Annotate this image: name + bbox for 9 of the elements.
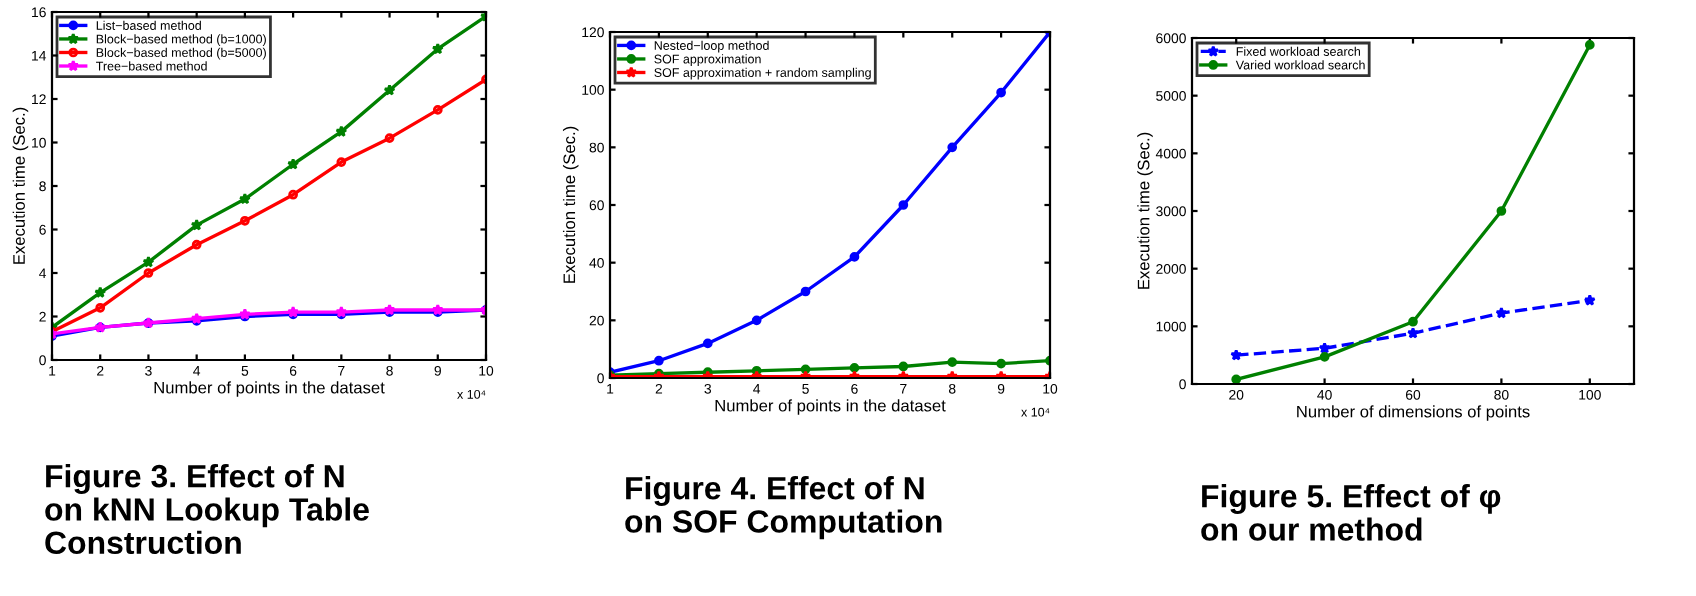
y-axis-title: Execution time (Sec.) [562, 126, 579, 283]
text: Figure 3. Effect of N on kNN Lookup Table Construction [45, 464, 369, 555]
x-axis-title: Number of dimensions of points [1297, 405, 1530, 421]
y-axis-title: Execution time (Sec.) [12, 107, 29, 264]
x-axis-title: Number of points in the dataset [715, 399, 946, 415]
text: Figure 4. Effect of N on SOF Computation [625, 476, 942, 540]
text: Figure 5. Effect of φ on our method [1201, 484, 1501, 541]
y-axis-title: Execution time (Sec.) [1137, 132, 1153, 289]
x-axis-title: Number of points in the dataset [154, 381, 385, 397]
